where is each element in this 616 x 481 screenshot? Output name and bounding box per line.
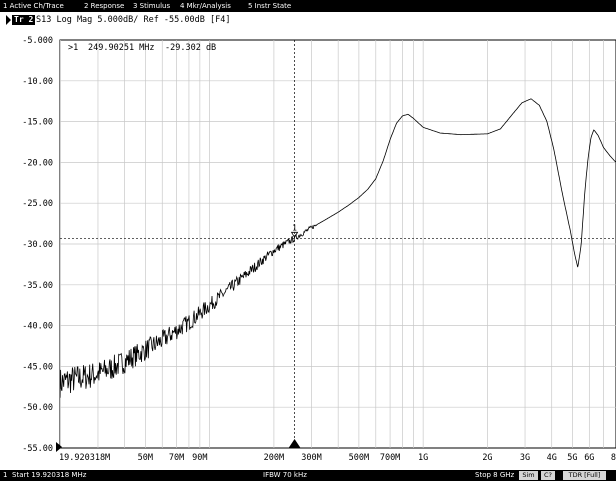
y-tick-label: -50.00 bbox=[22, 403, 53, 413]
active-trace-arrow-icon bbox=[6, 15, 11, 25]
x-axis-labels: 19.920318M 50M 70M 90M 200M 300M 500M 700M 1G 2G 3… bbox=[59, 453, 616, 463]
reference-level-arrow-icon bbox=[56, 442, 62, 452]
y-tick-label: -35.00 bbox=[22, 281, 53, 291]
marker-stimulus-arrow-icon[interactable] bbox=[288, 439, 301, 448]
menu-item-active-ch-trace[interactable]: 1 Active Ch/Trace bbox=[3, 2, 64, 10]
y-tick-label: -40.00 bbox=[22, 322, 53, 332]
marker-readout-label: >1 bbox=[68, 43, 78, 53]
x-tick-label: 200M bbox=[264, 453, 284, 463]
y-tick-label: -15.00 bbox=[22, 118, 53, 128]
x-tick-label: 70M bbox=[169, 453, 184, 463]
y-axis-labels: -5.000 -10.00 -15.00 -20.00 -25.00 -30.00 -35.… bbox=[22, 36, 53, 454]
menu-item-mkr-analysis[interactable]: 4 Mkr/Analysis bbox=[180, 2, 231, 10]
trace-line bbox=[59, 98, 616, 398]
x-tick-label: 2G bbox=[482, 453, 492, 463]
channel-number: 1 bbox=[3, 471, 8, 479]
x-tick-label: 500M bbox=[349, 453, 369, 463]
marker-1-label: 1 bbox=[292, 223, 297, 232]
marker-crosshair bbox=[60, 40, 616, 448]
x-tick-label: 1G bbox=[418, 453, 428, 463]
trace-header: Tr 2 S13 Log Mag 5.000dB/ Ref -55.00dB [… bbox=[0, 12, 616, 29]
menu-item-stimulus[interactable]: 3 Stimulus bbox=[133, 2, 171, 10]
marker-readout-value: -29.302 dB bbox=[165, 43, 216, 53]
plot-grid bbox=[60, 40, 616, 448]
y-tick-label: -10.00 bbox=[22, 77, 53, 87]
x-tick-label: 50M bbox=[138, 453, 153, 463]
marker-glyphs: 1 bbox=[290, 223, 299, 239]
status-bar: 1 Start 19.920318 MHz IFBW 70 kHz Stop 8… bbox=[0, 470, 616, 481]
menu-item-response[interactable]: 2 Response bbox=[84, 2, 125, 10]
marker-readout-frequency: 249.90251 MHz bbox=[88, 43, 155, 53]
sim-indicator: Sim bbox=[519, 471, 538, 480]
y-tick-label: -20.00 bbox=[22, 158, 53, 168]
calibration-indicator: C? bbox=[541, 471, 555, 480]
y-tick-label: -25.00 bbox=[22, 199, 53, 209]
ifbw-setting[interactable]: IFBW 70 kHz bbox=[263, 471, 307, 479]
y-tick-label: -45.00 bbox=[22, 362, 53, 372]
menu-item-instr-state[interactable]: 5 Instr State bbox=[248, 2, 292, 10]
y-tick-label: -5.000 bbox=[22, 36, 53, 46]
x-tick-label: 300M bbox=[301, 453, 321, 463]
x-tick-label: 6G bbox=[584, 453, 594, 463]
x-tick-label: 4G bbox=[547, 453, 557, 463]
marker-1-triangle bbox=[290, 231, 299, 239]
x-tick-label: 19.920318M bbox=[59, 453, 110, 463]
x-tick-label: 90M bbox=[192, 453, 207, 463]
stop-frequency[interactable]: Stop 8 GHz bbox=[475, 471, 515, 479]
x-tick-label: 3G bbox=[520, 453, 530, 463]
trace-plot[interactable]: -5.000 -10.00 -15.00 -20.00 -25.00 -30.00 -35.… bbox=[0, 0, 616, 470]
x-tick-label: 5G bbox=[567, 453, 577, 463]
tdr-indicator: TDR [Full] bbox=[563, 471, 606, 480]
start-frequency[interactable]: Start 19.920318 MHz bbox=[12, 471, 87, 479]
menu-bar: 1 Active Ch/Trace 2 Response 3 Stimulus … bbox=[0, 0, 616, 12]
y-tick-label: -55.00 bbox=[22, 444, 53, 454]
x-tick-label: 8G bbox=[611, 453, 616, 463]
trace-title[interactable]: S13 Log Mag 5.000dB/ Ref -55.00dB [F4] bbox=[36, 15, 231, 25]
x-tick-label: 700M bbox=[380, 453, 400, 463]
y-tick-label: -30.00 bbox=[22, 240, 53, 250]
trace-badge[interactable]: Tr 2 bbox=[12, 15, 36, 25]
